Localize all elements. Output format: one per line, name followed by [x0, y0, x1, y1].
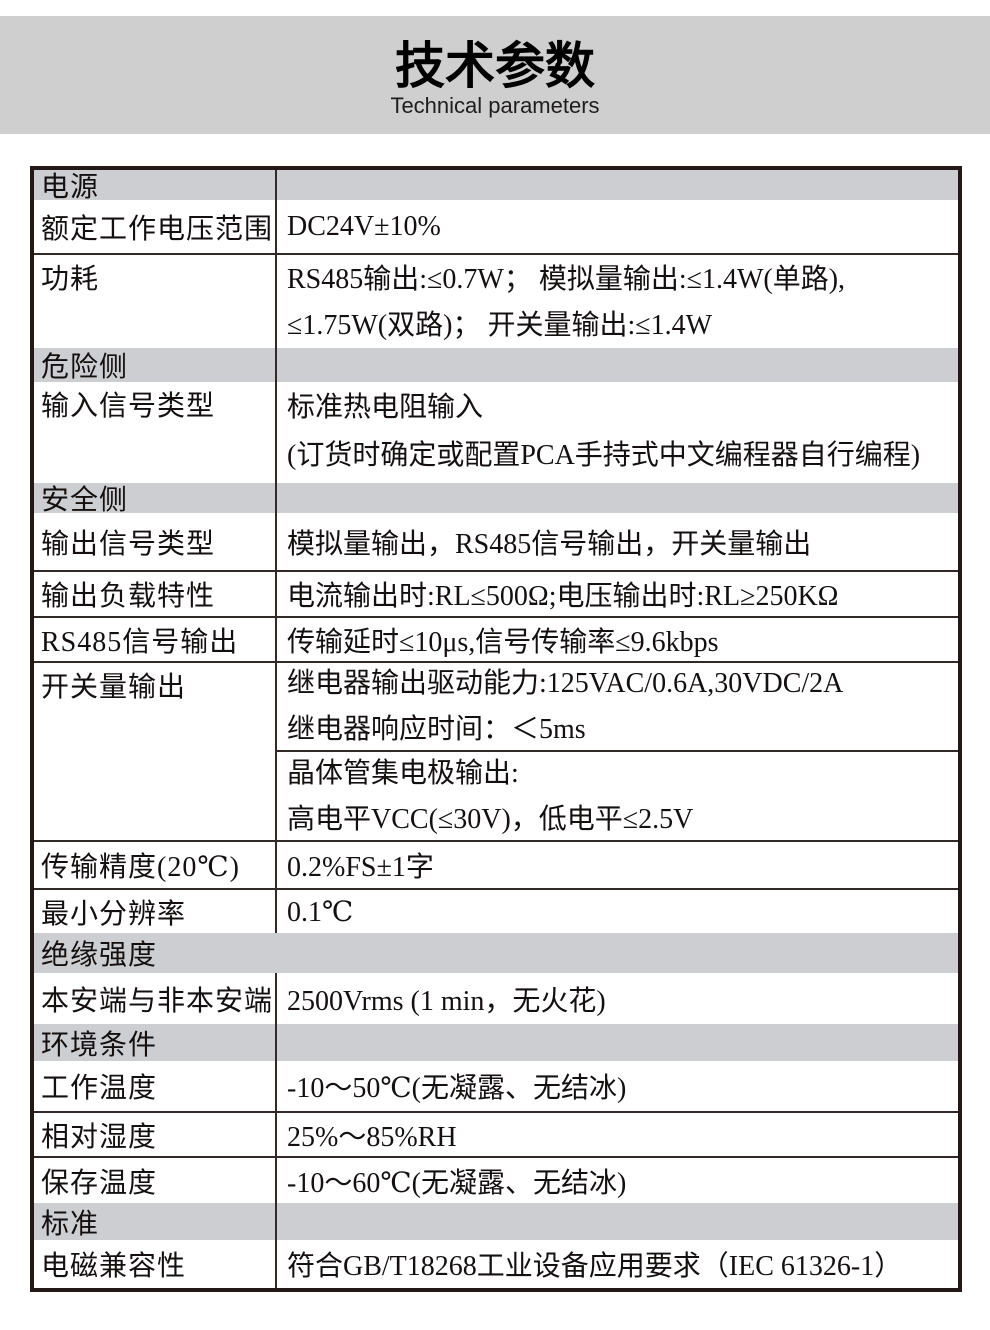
spec-label-cell: 最小分辨率 — [41, 898, 187, 930]
power-consumption-row: 功耗 RS485输出:≤0.7W； 模拟量输出:≤1.4W(单路), ≤1.75… — [34, 253, 958, 348]
transistor-output-group: 晶体管集电极输出: 高电平VCC(≤30V)，低电平≤2.5V — [277, 750, 958, 842]
spec-value-line: (订货时确定或配置PCA手持式中文编程器自行编程) — [287, 440, 921, 471]
section-label: 环境条件 — [41, 1029, 158, 1061]
section-empty-cell — [275, 1203, 958, 1240]
spec-value-line: 继电器输出驱动能力:125VAC/0.6A,30VDC/2A — [287, 667, 844, 699]
section-label: 标准 — [41, 1208, 100, 1240]
section-label: 危险侧 — [41, 352, 129, 382]
rated-voltage-row: 额定工作电压范围 DC24V±10% — [34, 200, 958, 253]
input-signal-row: 输入信号类型 标准热电阻输入 (订货时确定或配置PCA手持式中文编程器自行编程) — [34, 382, 958, 483]
spec-value-cell: 0.1℃ — [275, 890, 958, 933]
spec-label-cell: 功耗 — [34, 255, 275, 348]
section-empty-cell — [275, 170, 958, 200]
spec-value-line: RS485输出:≤0.7W； 模拟量输出:≤1.4W(单路), — [287, 264, 846, 295]
header-band: 技术参数 Technical parameters — [0, 16, 990, 134]
spec-value-cell: 传输延时≤10μs,信号传输率≤9.6kbps — [275, 618, 958, 661]
accuracy-row: 传输精度(20℃) 0.2%FS±1字 — [34, 840, 958, 888]
spec-label-cell: 传输精度(20℃) — [41, 852, 240, 883]
spec-label-cell: RS485信号输出 — [41, 626, 239, 658]
spec-value-cell: RS485输出:≤0.7W； 模拟量输出:≤1.4W(单路), ≤1.75W(双… — [275, 255, 958, 348]
spec-label-cell: 开关量输出 — [34, 663, 275, 840]
spec-value-cell: DC24V±10% — [275, 200, 958, 253]
section-label: 安全侧 — [41, 485, 129, 513]
spec-label: 功耗 — [41, 264, 100, 295]
tech-params-table: 电源 额定工作电压范围 DC24V±10% 功耗 RS485输出:≤0.7W； … — [30, 166, 962, 1292]
isolation-row: 本安端与非本安端 2500Vrms (1 min，无火花) — [34, 973, 958, 1024]
section-label: 电源 — [41, 172, 100, 200]
rs485-output-row: RS485信号输出 传输延时≤10μs,信号传输率≤9.6kbps — [34, 616, 958, 661]
section-row-safe-side: 安全侧 — [34, 483, 958, 513]
spec-value-cell: 模拟量输出，RS485信号输出，开关量输出 — [275, 513, 958, 570]
spec-label-cell: 输出负载特性 — [41, 581, 216, 612]
humidity-row: 相对湿度 25%～85%RH — [34, 1111, 958, 1156]
spec-label: 开关量输出 — [41, 672, 187, 703]
spec-label-cell: 保存温度 — [41, 1167, 158, 1199]
spec-value-cell: 继电器输出驱动能力:125VAC/0.6A,30VDC/2A 继电器响应时间：＜… — [275, 663, 958, 840]
spec-label-cell: 输出信号类型 — [41, 528, 216, 560]
spec-value-line: ≤1.75W(双路)； 开关量输出:≤1.4W — [287, 310, 713, 341]
output-load-row: 输出负载特性 电流输出时:RL≤500Ω;电压输出时:RL≥250KΩ — [34, 570, 958, 616]
section-row-insulation: 绝缘强度 — [34, 933, 958, 973]
spec-value-cell: 25%～85%RH — [275, 1113, 958, 1156]
section-label: 绝缘强度 — [41, 940, 158, 971]
section-empty-cell — [275, 1024, 958, 1061]
storage-temp-row: 保存温度 -10～60℃(无凝露、无结冰) — [34, 1156, 958, 1203]
spec-value-line: 标准热电阻输入 — [287, 392, 484, 423]
section-row-environment: 环境条件 — [34, 1024, 958, 1061]
section-row-power: 电源 — [34, 170, 958, 200]
switch-output-row: 开关量输出 继电器输出驱动能力:125VAC/0.6A,30VDC/2A 继电器… — [34, 661, 958, 840]
working-temp-row: 工作温度 -10～50℃(无凝露、无结冰) — [34, 1061, 958, 1111]
resolution-row: 最小分辨率 0.1℃ — [34, 888, 958, 933]
spec-value-cell: 2500Vrms (1 min，无火花) — [275, 973, 958, 1024]
spec-label-cell: 输入信号类型 — [34, 382, 275, 483]
spec-value-cell: 0.2%FS±1字 — [275, 842, 958, 888]
spec-value-cell: -10～50℃(无凝露、无结冰) — [275, 1061, 958, 1111]
section-row-hazard-side: 危险侧 — [34, 348, 958, 382]
spec-label-cell: 本安端与非本安端 — [41, 985, 274, 1017]
spec-value-cell: 标准热电阻输入 (订货时确定或配置PCA手持式中文编程器自行编程) — [275, 382, 958, 483]
spec-value-line: 继电器响应时间：＜5ms — [287, 713, 586, 745]
relay-output-group: 继电器输出驱动能力:125VAC/0.6A,30VDC/2A 继电器响应时间：＜… — [277, 663, 958, 750]
spec-value-line: 高电平VCC(≤30V)，低电平≤2.5V — [287, 804, 694, 835]
page-title: 技术参数 — [395, 37, 595, 94]
spec-label-cell: 电磁兼容性 — [41, 1251, 187, 1282]
spec-label-cell: 额定工作电压范围 — [41, 213, 274, 245]
spec-value-cell: -10～60℃(无凝露、无结冰) — [275, 1158, 958, 1203]
spec-label-cell: 相对湿度 — [41, 1121, 158, 1153]
spec-sheet-page: 技术参数 Technical parameters 电源 额定工作电压范围 DC… — [0, 16, 990, 1292]
spec-label: 输入信号类型 — [41, 391, 216, 422]
spec-value-cell: 符合GB/T18268工业设备应用要求（IEC 61326-1） — [275, 1240, 958, 1288]
section-empty-cell — [275, 348, 958, 382]
page-subtitle: Technical parameters — [390, 92, 600, 118]
spec-value-line: 晶体管集电极输出: — [287, 758, 519, 789]
section-empty-cell — [275, 483, 958, 513]
spec-label-cell: 工作温度 — [41, 1073, 158, 1104]
spec-value-cell: 电流输出时:RL≤500Ω;电压输出时:RL≥250KΩ — [275, 572, 958, 616]
emc-row: 电磁兼容性 符合GB/T18268工业设备应用要求（IEC 61326-1） — [34, 1240, 958, 1288]
section-row-standard: 标准 — [34, 1203, 958, 1240]
output-signal-row: 输出信号类型 模拟量输出，RS485信号输出，开关量输出 — [34, 513, 958, 570]
